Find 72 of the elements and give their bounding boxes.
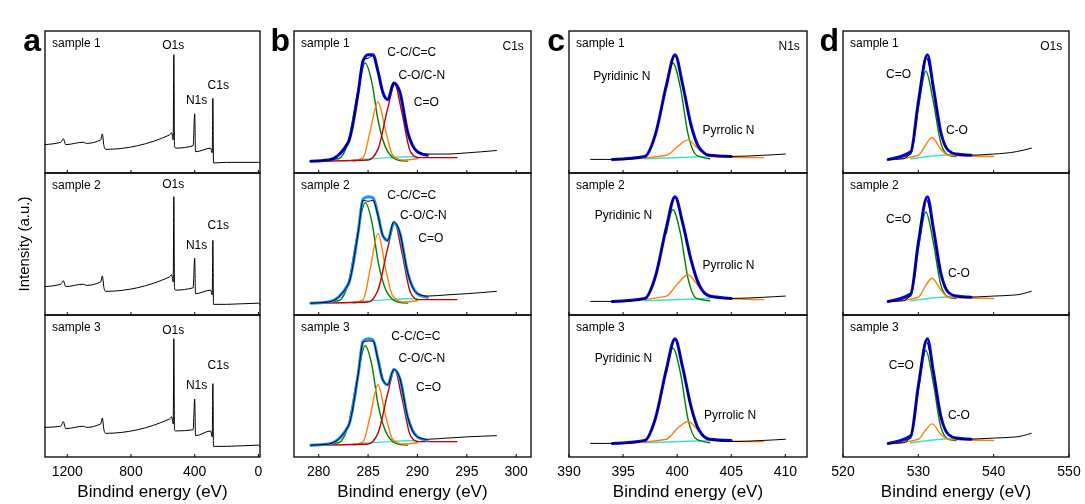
annotation: C-O/C-N (398, 351, 446, 366)
annotation: Pyrrolic N (704, 407, 757, 422)
annotation: C-O (947, 407, 970, 422)
x-tick-label: 290 (405, 463, 430, 479)
annotation: C-C/C=C (391, 329, 441, 344)
annotation: N1s (185, 378, 208, 393)
x-axis-title: Bindind energy (eV) (337, 482, 488, 501)
x-tick-label: 300 (504, 463, 529, 479)
annotation: C=O (418, 231, 444, 246)
x-tick-label: 285 (356, 463, 380, 479)
x-tick-label: 540 (981, 463, 1006, 479)
x-tick-label: 550 (1057, 463, 1081, 479)
x-axis-title: Bindind energy (eV) (77, 482, 228, 501)
text: O1s (1040, 38, 1063, 53)
annotation: C=O (413, 95, 439, 110)
annotation: C-C/C=C (387, 44, 437, 59)
x-tick-label: 400 (183, 463, 207, 479)
chart-subtitle: sample 3 (850, 320, 900, 334)
chart-subtitle: sample 1 (52, 36, 102, 50)
annotation: Pyrrolic N (702, 123, 755, 138)
chart-title: a (23, 22, 42, 58)
annotation: C-O (947, 265, 970, 280)
annotation: Pyrrolic N (702, 258, 755, 273)
annotation: C-O (945, 123, 968, 138)
annotation: N1s (185, 93, 208, 108)
chart-subtitle: sample 2 (850, 178, 900, 192)
annotation: C=O (888, 358, 914, 373)
text: N1s (778, 38, 800, 53)
annotation: C=O (416, 380, 442, 395)
x-tick-label: 390 (557, 463, 581, 479)
annotation: C1s (207, 217, 229, 232)
x-axis-title: Bindind energy (eV) (880, 482, 1032, 501)
x-tick-label: 400 (665, 463, 690, 479)
annotation: C-C/C=C (387, 187, 437, 202)
chart-title: c (547, 22, 565, 58)
x-tick-label: 530 (906, 463, 931, 479)
annotation: C-O/C-N (398, 67, 446, 82)
annotation: Pyridinic N (593, 68, 651, 83)
chart-title: d (819, 22, 839, 58)
annotation: C1s (207, 77, 229, 92)
annotation: C=O (886, 66, 912, 81)
x-tick-label: 1200 (51, 463, 84, 479)
text: O1s (162, 176, 185, 191)
x-tick-label: 395 (611, 463, 635, 479)
chart-subtitle: sample 2 (301, 178, 351, 192)
x-tick-label: 800 (119, 463, 143, 479)
x-tick-label: 280 (307, 463, 331, 479)
annotation: Pyridinic N (594, 351, 653, 366)
annotation: N1s (185, 237, 208, 252)
x-tick-label: 410 (773, 463, 798, 479)
x-tick-label: 405 (719, 463, 744, 479)
y-axis-title: Intensity (a.u.) (15, 196, 32, 292)
chart-subtitle: sample 2 (576, 178, 626, 192)
chart-subtitle: sample 3 (52, 320, 102, 334)
x-tick-label: 0 (254, 463, 263, 479)
chart-subtitle: sample 1 (576, 36, 626, 50)
text: C1s (502, 38, 524, 53)
chart-subtitle: sample 3 (576, 320, 626, 334)
annotation: Pyridinic N (594, 208, 653, 223)
chart-subtitle: sample 3 (301, 320, 351, 334)
chart-title: b (270, 22, 290, 58)
chart-subtitle: sample 1 (301, 36, 351, 50)
chart-subtitle: sample 2 (52, 178, 102, 192)
text: O1s (162, 322, 185, 337)
annotation: C1s (207, 358, 229, 373)
x-tick-label: 295 (455, 463, 479, 479)
annotation: C-O/C-N (400, 208, 447, 223)
x-axis-title: Bindind energy (eV) (612, 482, 764, 501)
annotation: C=O (886, 211, 912, 226)
chart-subtitle: sample 1 (850, 36, 900, 50)
x-tick-label: 520 (831, 463, 855, 479)
text: O1s (162, 38, 185, 53)
